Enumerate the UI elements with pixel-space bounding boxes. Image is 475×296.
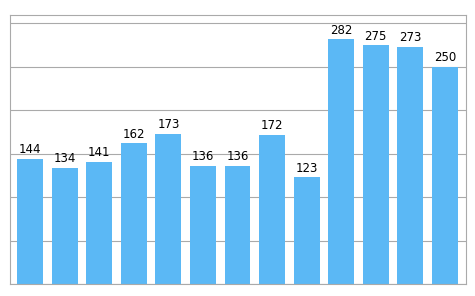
Bar xyxy=(121,143,147,284)
Text: 136: 136 xyxy=(192,150,214,163)
Bar xyxy=(259,135,285,284)
Text: 250: 250 xyxy=(434,51,456,64)
Bar xyxy=(225,166,250,284)
Text: 141: 141 xyxy=(88,146,111,159)
Text: 134: 134 xyxy=(54,152,76,165)
Bar xyxy=(328,39,354,284)
Bar xyxy=(86,162,112,284)
Text: 172: 172 xyxy=(261,119,283,132)
Text: 136: 136 xyxy=(226,150,249,163)
Text: 173: 173 xyxy=(157,118,180,131)
Text: 275: 275 xyxy=(364,30,387,43)
Bar xyxy=(397,47,423,284)
Bar xyxy=(432,67,458,284)
Bar xyxy=(294,177,320,284)
Bar xyxy=(52,168,78,284)
Text: 123: 123 xyxy=(295,162,318,175)
Text: 162: 162 xyxy=(123,128,145,141)
Bar xyxy=(363,45,389,284)
Text: 282: 282 xyxy=(330,23,352,36)
Bar xyxy=(190,166,216,284)
Bar xyxy=(155,134,181,284)
Bar xyxy=(17,159,43,284)
Text: 273: 273 xyxy=(399,31,421,44)
Text: 144: 144 xyxy=(19,144,41,156)
